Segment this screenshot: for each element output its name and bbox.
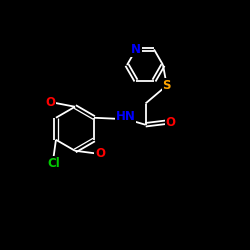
Text: Cl: Cl	[47, 157, 60, 170]
Text: HN: HN	[116, 110, 136, 123]
Text: S: S	[162, 79, 171, 92]
Text: N: N	[131, 43, 141, 56]
Text: O: O	[45, 96, 55, 110]
Text: O: O	[95, 147, 105, 160]
Text: O: O	[166, 116, 175, 129]
